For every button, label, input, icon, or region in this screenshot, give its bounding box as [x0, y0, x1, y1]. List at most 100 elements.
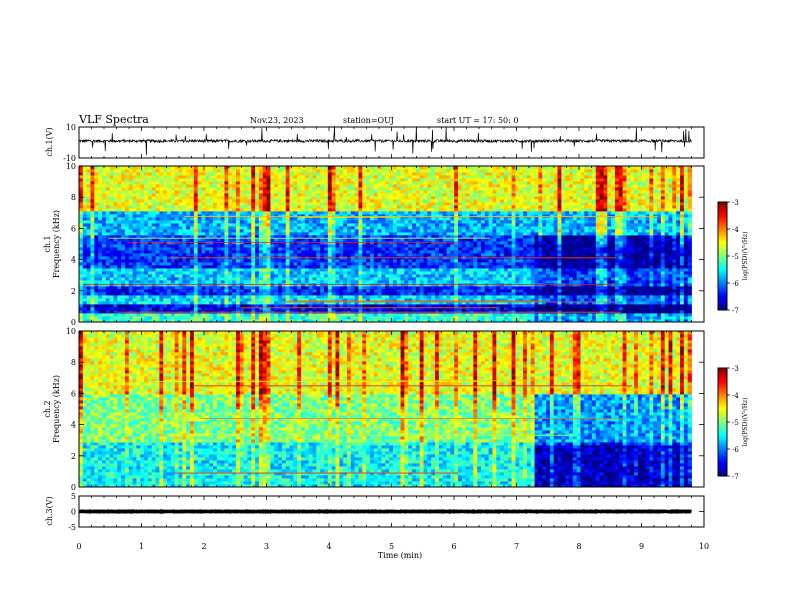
ch1_spectrogram-cell [171, 286, 175, 289]
ch1_spectrogram-cell [661, 265, 665, 268]
ch1_spectrogram-cell [90, 259, 94, 262]
ch1_spectrogram-cell [221, 229, 225, 232]
ch1_spectrogram-cell [217, 274, 221, 277]
ch1_spectrogram-cell [420, 289, 424, 292]
ch1_spectrogram-cell [347, 265, 351, 268]
ch1_spectrogram-cell [133, 301, 137, 304]
ch1_spectrogram-cell [443, 244, 447, 247]
ch1_spectrogram-cell [672, 274, 676, 277]
ch1_spectrogram-cell [515, 313, 519, 316]
ch1_spectrogram-cell [167, 265, 171, 268]
ch1_spectrogram-cell [175, 295, 179, 298]
ch1_spectrogram-cell [136, 286, 140, 289]
ch1_spectrogram-cell [630, 262, 634, 265]
ch1_spectrogram-cell [584, 277, 588, 280]
ch1_spectrogram-cell [362, 229, 366, 232]
ch1_spectrogram-cell [404, 310, 408, 313]
ch1_spectrogram-cell [309, 277, 313, 280]
ch1_spectrogram-cell [313, 244, 317, 247]
ch1_spectrogram-cell [500, 304, 504, 307]
ch1_spectrogram-cell [558, 304, 562, 307]
ch1_spectrogram-cell [240, 259, 244, 262]
ch1_spectrogram-cell [385, 262, 389, 265]
ch1_spectrogram-cell [335, 280, 339, 283]
ch1_spectrogram-cell [324, 229, 328, 232]
ch1_spectrogram-cell [240, 232, 244, 235]
ch1_spectrogram-cell [607, 235, 611, 238]
ch1_spectrogram-cell [125, 232, 129, 235]
ch1_spectrogram-cell [412, 271, 416, 274]
ch1_spectrogram-cell [259, 301, 263, 304]
ch1_spectrogram-cell [343, 316, 347, 319]
ch1_spectrogram-cell [588, 241, 592, 244]
ch1_spectrogram-cell [362, 253, 366, 256]
ch1_spectrogram-cell [481, 253, 485, 256]
ch1_spectrogram-cell [313, 268, 317, 271]
ch1_spectrogram-cell [282, 313, 286, 316]
ch1_spectrogram-cell [435, 259, 439, 262]
ch1_spectrogram-cell [244, 253, 248, 256]
ch1_spectrogram-cell [404, 265, 408, 268]
ch1_spectrogram-cell [611, 265, 615, 268]
ch1_spectrogram-cell [301, 292, 305, 295]
ch1_spectrogram-cell [159, 229, 163, 232]
ch1_spectrogram-cell [83, 253, 87, 256]
ch1_spectrogram-cell [347, 259, 351, 262]
ch1_spectrogram-cell [221, 301, 225, 304]
ch1_spectrogram-cell [649, 271, 653, 274]
ch1_spectrogram-cell [362, 310, 366, 313]
ch1_spectrogram-cell [515, 259, 519, 262]
ch1_spectrogram-cell [110, 247, 114, 250]
ch1_spectrogram-cell [293, 271, 297, 274]
ch1_spectrogram-cell [133, 271, 137, 274]
ch1_spectrogram-cell [251, 229, 255, 232]
ch1_spectrogram-cell [221, 247, 225, 250]
ch1_spectrogram-cell [385, 253, 389, 256]
ch1_spectrogram-cell [443, 232, 447, 235]
ch1_spectrogram-cell [665, 289, 669, 292]
ch1_spectrogram-cell [167, 307, 171, 310]
ch1_spectrogram-cell [657, 307, 661, 310]
ch1_spectrogram-cell [661, 301, 665, 304]
ch1_spectrogram-cell [523, 289, 527, 292]
ch1_spectrogram-cell [129, 226, 133, 229]
ch1_spectrogram-cell [202, 229, 206, 232]
ch1_spectrogram-cell [427, 250, 431, 253]
ch1_spectrogram-cell [159, 301, 163, 304]
ch1_spectrogram-cell [542, 307, 546, 310]
ch1_spectrogram-cell [504, 253, 508, 256]
ch1_spectrogram-cell [450, 229, 454, 232]
ch1_spectrogram-cell [477, 232, 481, 235]
ch1_spectrogram-cell [527, 301, 531, 304]
ch1_spectrogram-cell [669, 247, 673, 250]
ch1_spectrogram-cell [588, 247, 592, 250]
ch1_spectrogram-cell [688, 253, 692, 256]
ch1_spectrogram-cell [324, 295, 328, 298]
ch1_spectrogram-cell [232, 289, 236, 292]
ch1_spectrogram-cell [328, 265, 332, 268]
ch1_spectrogram-cell [588, 277, 592, 280]
ch1_spectrogram-cell [688, 286, 692, 289]
ch1_spectrogram-cell [255, 259, 259, 262]
ch1_spectrogram-cell [642, 259, 646, 262]
ch1_spectrogram-cell [642, 313, 646, 316]
ch1_spectrogram-cell [519, 238, 523, 241]
ch1_spectrogram-cell [259, 250, 263, 253]
ch1_spectrogram-cell [535, 271, 539, 274]
ch1_spectrogram-cell [615, 301, 619, 304]
ch1_spectrogram-cell [140, 262, 144, 265]
ch1_spectrogram-cell [136, 301, 140, 304]
ch1_spectrogram-cell [244, 286, 248, 289]
ch1_spectrogram-cell [592, 295, 596, 298]
ch1_spectrogram-cell [512, 277, 516, 280]
ch1_spectrogram-cell [504, 265, 508, 268]
ch1_spectrogram-cell [466, 244, 470, 247]
ch1_spectrogram-cell [79, 277, 83, 280]
ch1_spectrogram-cell [642, 316, 646, 319]
ch1_spectrogram-cell [565, 310, 569, 313]
ch1_spectrogram-cell [504, 307, 508, 310]
ch1_spectrogram-cell [125, 229, 129, 232]
ch1_spectrogram-cell [175, 271, 179, 274]
ch1_spectrogram-cell [209, 259, 213, 262]
ch1_spectrogram-cell [404, 253, 408, 256]
